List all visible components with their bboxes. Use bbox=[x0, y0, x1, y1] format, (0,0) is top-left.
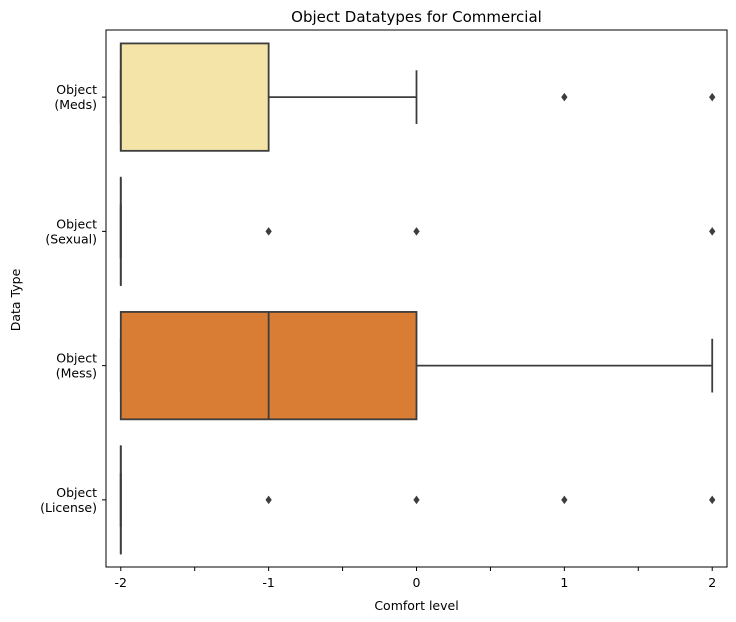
x-tick-label: -2 bbox=[115, 575, 127, 590]
y-axis: Object (Meds) Object (Sexual) Object (Mess) Ob… bbox=[40, 82, 106, 515]
y-tick-label: Object (License) bbox=[40, 485, 97, 515]
x-axis: -2 -1 0 1 2 bbox=[115, 567, 716, 590]
box-group bbox=[119, 42, 716, 152]
outlier-point bbox=[413, 227, 420, 236]
outlier-point bbox=[265, 227, 272, 236]
outlier-point bbox=[709, 227, 716, 236]
y-tick-label: Object (Meds) bbox=[54, 82, 97, 112]
plot-area bbox=[119, 42, 716, 555]
y-tick-label: Object (Mess) bbox=[56, 351, 97, 381]
box-group bbox=[119, 176, 716, 286]
x-tick-label: 1 bbox=[560, 575, 568, 590]
x-tick-label: 2 bbox=[708, 575, 716, 590]
outlier-point bbox=[413, 495, 420, 505]
box-group bbox=[119, 311, 714, 421]
y-tick-label: Object (Sexual) bbox=[45, 216, 97, 246]
x-tick-label: -1 bbox=[262, 575, 274, 590]
box-group bbox=[119, 445, 716, 555]
box bbox=[119, 42, 270, 152]
outlier-point bbox=[709, 92, 716, 102]
chart-title: Object Datatypes for Commercial bbox=[291, 8, 542, 26]
x-axis-label: Comfort level bbox=[374, 598, 458, 613]
outlier-point bbox=[561, 495, 568, 505]
x-tick-label: 0 bbox=[413, 575, 421, 590]
outlier-point bbox=[561, 92, 568, 102]
y-axis-label: Data Type bbox=[8, 268, 23, 331]
outlier-point bbox=[265, 495, 272, 505]
outlier-point bbox=[709, 495, 716, 505]
